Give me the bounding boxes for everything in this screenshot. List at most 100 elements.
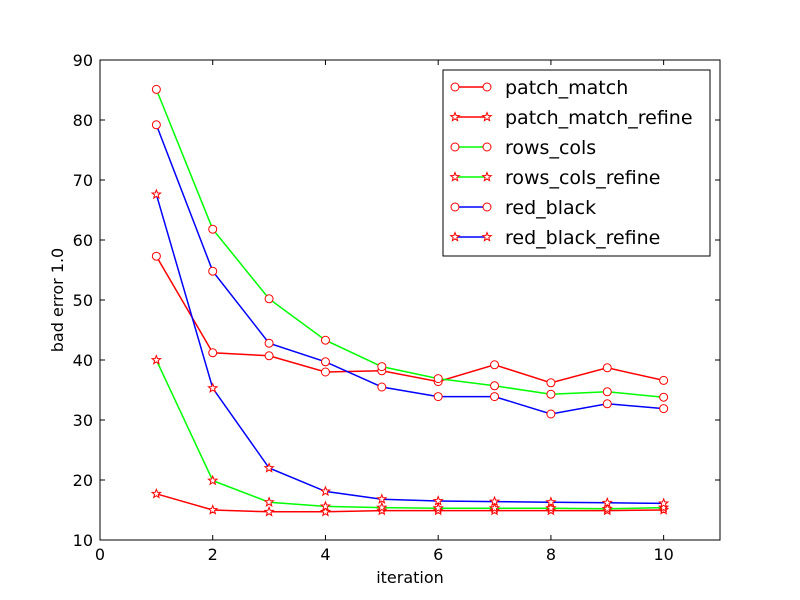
data-point-red_black_refine-7 xyxy=(488,495,501,507)
x-tick-label: 10 xyxy=(653,545,673,564)
data-point-patch_match-9 xyxy=(602,363,612,373)
series-line-red_black xyxy=(155,124,664,415)
data-point-patch_match-4 xyxy=(320,367,330,377)
data-point-patch_match_refine-5 xyxy=(376,504,388,516)
tick-layer: 0 2 4 6 8 10 10 20 30 40 50 60 70 80 90 xyxy=(73,51,720,564)
x-tick-label: 0 xyxy=(95,545,105,564)
x-axis-label: iteration xyxy=(376,568,444,587)
data-point-rows_cols-7 xyxy=(490,381,500,391)
data-point-rows_cols-6 xyxy=(433,374,443,384)
y-tick-label: 20 xyxy=(73,471,93,490)
series-rows_cols xyxy=(151,84,669,402)
legend-marker-left xyxy=(449,111,461,122)
legend-marker-left xyxy=(449,231,461,242)
data-point-red_black_refine-3 xyxy=(263,462,275,473)
legend-marker-right xyxy=(481,111,493,122)
legend-entry-rows_cols_refine: rows_cols_refine xyxy=(449,167,661,189)
y-tick-label: 90 xyxy=(73,51,93,70)
data-point-rows_cols_refine-3 xyxy=(263,496,275,507)
data-point-rows_cols-2 xyxy=(208,224,218,234)
data-point-red_black-4 xyxy=(320,357,330,367)
data-point-red_black-5 xyxy=(377,382,387,392)
data-point-patch_match-1 xyxy=(151,251,161,261)
legend-marker-right xyxy=(482,142,492,152)
data-point-rows_cols_refine-10 xyxy=(658,501,670,513)
legend-marker-left xyxy=(450,82,460,92)
legend-entry-rows_cols: rows_cols xyxy=(450,137,596,159)
y-tick-label: 30 xyxy=(73,411,93,430)
data-point-patch_match_refine-1 xyxy=(150,487,162,499)
data-point-red_black_refine-10 xyxy=(658,497,670,509)
series-red_black_refine xyxy=(150,188,670,509)
legend-label: rows_cols_refine xyxy=(505,167,661,189)
legend-entry-red_black: red_black xyxy=(450,197,596,219)
y-axis-label: bad error 1.0 xyxy=(48,248,67,352)
legend-label: red_black xyxy=(505,197,596,219)
data-point-rows_cols-9 xyxy=(602,387,612,397)
data-point-rows_cols-5 xyxy=(377,362,387,372)
x-tick-label: 8 xyxy=(546,545,556,564)
legend: patch_match patch_match_refine rows_colsro… xyxy=(442,69,711,257)
data-point-patch_match_refine-3 xyxy=(263,505,275,517)
series-line-rows_cols_refine xyxy=(155,359,664,510)
series-rows_cols_refine xyxy=(150,354,670,514)
data-point-rows_cols_refine-4 xyxy=(319,500,332,512)
data-point-patch_match-8 xyxy=(546,378,556,388)
data-point-red_black-1 xyxy=(151,120,161,130)
legend-label: rows_cols xyxy=(505,137,596,159)
data-point-red_black-3 xyxy=(264,338,274,348)
legend-marker-right xyxy=(482,82,492,92)
series-red_black xyxy=(151,120,669,419)
data-point-rows_cols-3 xyxy=(264,294,274,304)
series-line-rows_cols xyxy=(155,89,664,398)
data-point-rows_cols-1 xyxy=(151,84,161,94)
x-tick-label: 2 xyxy=(208,545,218,564)
data-point-rows_cols_refine-2 xyxy=(207,474,219,486)
y-tick-label: 60 xyxy=(73,231,93,250)
data-point-red_black_refine-4 xyxy=(319,485,332,497)
legend-marker-right xyxy=(481,231,493,242)
x-tick-label: 4 xyxy=(320,545,330,564)
y-tick-label: 50 xyxy=(73,291,93,310)
data-point-red_black_refine-1 xyxy=(150,188,162,200)
series-line-patch_match xyxy=(155,255,664,384)
data-point-red_black-10 xyxy=(659,404,669,414)
y-tick-label: 40 xyxy=(73,351,93,370)
legend-label: patch_match xyxy=(505,77,628,99)
data-point-red_black-7 xyxy=(490,392,500,402)
legend-label: patch_match_refine xyxy=(505,107,693,129)
series-line-patch_match_refine xyxy=(156,493,664,513)
data-point-rows_cols_refine-5 xyxy=(376,501,388,513)
y-tick-label: 10 xyxy=(73,531,93,550)
legend-marker-left xyxy=(449,171,461,182)
data-point-patch_match-2 xyxy=(208,348,218,358)
data-point-red_black-9 xyxy=(602,399,612,409)
data-point-red_black_refine-5 xyxy=(376,493,388,504)
data-point-patch_match-3 xyxy=(264,351,274,361)
legend-marker-left xyxy=(450,142,460,152)
legend-marker-left xyxy=(450,202,460,212)
data-point-red_black_refine-6 xyxy=(432,495,444,506)
y-tick-label: 70 xyxy=(73,171,93,190)
legend-box xyxy=(442,69,711,257)
x-tick-label: 6 xyxy=(433,545,443,564)
legend-entry-patch_match_refine: patch_match_refine xyxy=(449,107,693,129)
data-point-red_black_refine-2 xyxy=(207,382,219,393)
legend-marker-right xyxy=(482,202,492,212)
data-point-rows_cols-4 xyxy=(320,335,330,345)
legend-marker-right xyxy=(481,171,493,182)
data-point-red_black-2 xyxy=(208,266,218,276)
data-point-rows_cols_refine-7 xyxy=(488,502,501,513)
legend-label: red_black_refine xyxy=(505,227,660,249)
data-point-red_black-6 xyxy=(433,392,443,402)
data-point-red_black_refine-9 xyxy=(601,496,613,508)
data-point-patch_match_refine-2 xyxy=(207,504,219,515)
data-point-red_black_refine-8 xyxy=(545,496,557,507)
series-layer xyxy=(150,84,670,517)
data-point-patch_match-10 xyxy=(659,375,669,385)
data-point-rows_cols_refine-6 xyxy=(432,502,444,513)
data-point-red_black-8 xyxy=(546,409,556,419)
data-point-rows_cols_refine-1 xyxy=(150,354,162,365)
series-line-red_black_refine xyxy=(155,194,664,505)
